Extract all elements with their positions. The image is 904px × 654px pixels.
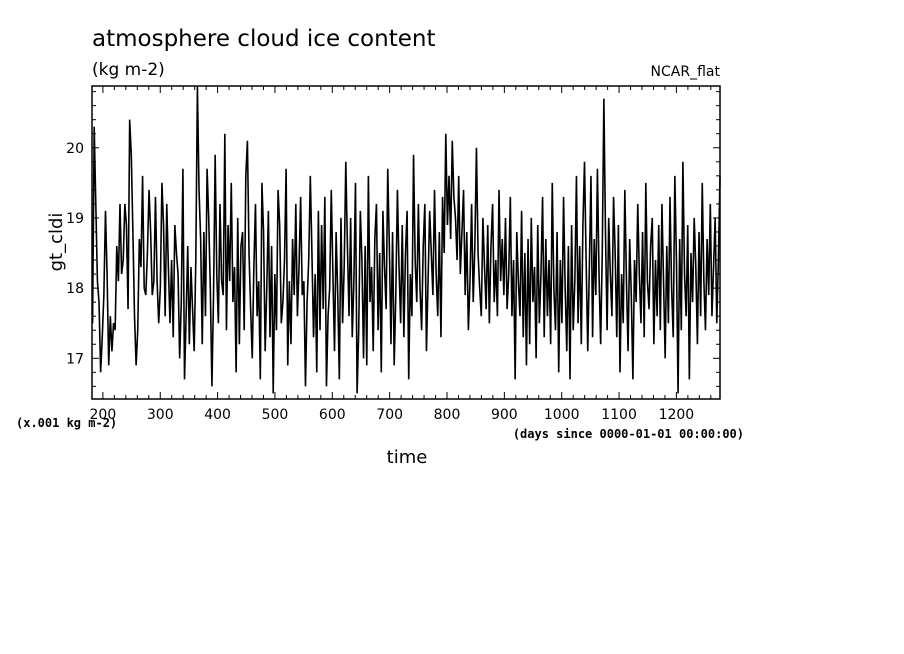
y-axis-label: gt_cldi	[46, 213, 67, 272]
x-axis-units: (days since 0000-01-01 00:00:00)	[513, 427, 744, 441]
series-layer	[91, 85, 721, 394]
chart-subtitle: (kg m-2)	[92, 60, 165, 80]
series-line-gt_cldi	[91, 85, 721, 394]
y-tick-label: 19	[66, 211, 84, 227]
y-tick-label: 20	[66, 141, 84, 157]
x-axis-label: time	[387, 447, 428, 468]
plot-frame	[91, 85, 721, 400]
x-axis-ticks: 200 300 400 500 600 700 800 900 1000 1100 1200	[90, 86, 712, 423]
x-tick-label: 900	[491, 407, 518, 423]
x-tick-label: 400	[204, 407, 231, 423]
chart-tag: NCAR_flat	[651, 64, 721, 80]
x-tick-label: 500	[262, 407, 289, 423]
x-tick-label: 800	[434, 407, 461, 423]
x-tick-label: 200	[90, 407, 117, 423]
y-tick-label: 17	[66, 351, 84, 367]
y-axis-units: (x.001 kg m-2)	[16, 416, 117, 430]
x-tick-label: 700	[376, 407, 403, 423]
y-tick-label: 18	[66, 281, 84, 297]
x-tick-label: 1000	[544, 407, 580, 423]
x-tick-label: 1200	[659, 407, 695, 423]
x-tick-label: 1100	[601, 407, 637, 423]
x-tick-label: 300	[147, 407, 174, 423]
x-tick-label: 600	[319, 407, 346, 423]
chart-title: atmosphere cloud ice content	[92, 26, 435, 52]
